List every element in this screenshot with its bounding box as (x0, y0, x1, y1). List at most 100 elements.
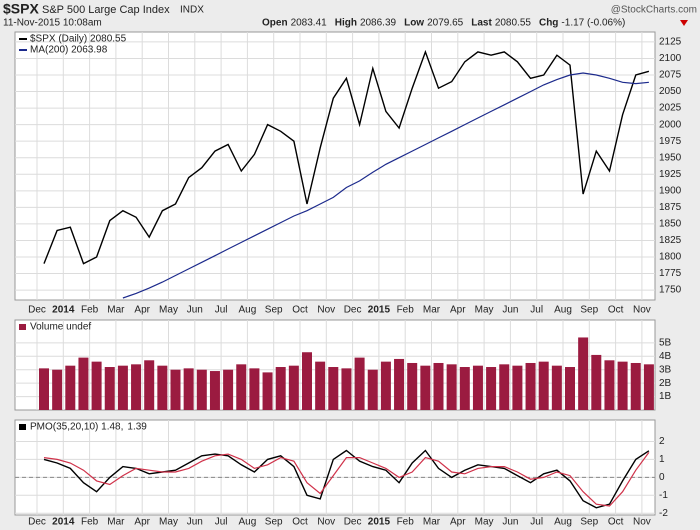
line-series (43, 449, 650, 509)
x-tick-label: Jul (530, 517, 543, 528)
y-tick-label: 2050 (659, 86, 682, 97)
x-tick-label: Feb (397, 517, 415, 528)
volume-bar (499, 364, 510, 410)
x-tick-label: Mar (107, 305, 125, 316)
volume-bar (630, 362, 641, 410)
volume-bar (433, 362, 444, 410)
volume-bar (288, 365, 299, 410)
volume-bar (617, 361, 628, 410)
x-tick-label: 2014 (52, 305, 75, 316)
x-tick-label: Aug (239, 305, 257, 316)
legend-swatch (19, 424, 26, 430)
legend-label: Volume undef (30, 322, 91, 333)
quote-label: High (335, 18, 357, 29)
y-tick-label: 0 (659, 472, 665, 483)
volume-bar (394, 358, 405, 410)
x-tick-label: May (159, 517, 178, 528)
down-arrow (680, 20, 688, 26)
volume-bar (39, 368, 49, 410)
volume-bar (78, 357, 89, 410)
volume-bar (262, 372, 273, 410)
panel (14, 31, 656, 301)
x-tick-label: Apr (134, 305, 150, 316)
volume-bar (117, 365, 128, 410)
panel (14, 419, 656, 516)
quote-label: Chg (539, 18, 558, 29)
y-tick-label: -2 (659, 508, 668, 519)
volume-bar (604, 360, 615, 410)
volume-bar (354, 357, 365, 410)
x-tick-label: Jun (502, 305, 518, 316)
quote-label: Last (471, 18, 492, 29)
y-tick-label: 1800 (659, 252, 682, 263)
x-tick-label: Nov (633, 305, 651, 316)
y-tick-label: 1975 (659, 136, 682, 147)
y-tick-label: 1900 (659, 185, 682, 196)
x-tick-label: Apr (134, 517, 150, 528)
x-tick-label: Jun (187, 305, 203, 316)
legend-label: MA(200) 2063.98 (30, 45, 108, 56)
y-tick-label: 1775 (659, 268, 682, 279)
x-tick-label: Feb (81, 305, 99, 316)
x-tick-label: Mar (423, 305, 441, 316)
volume-bar (565, 367, 575, 410)
volume-bar (104, 367, 115, 410)
legend-label: 1.39 (127, 422, 147, 433)
x-tick-label: Jul (530, 305, 543, 316)
volume-bar (446, 364, 457, 410)
x-tick-label: Feb (397, 305, 415, 316)
x-tick-label: May (475, 305, 494, 316)
y-tick-label: -1 (659, 490, 668, 501)
volume-bar (183, 368, 194, 410)
volume-bar (459, 367, 470, 410)
x-tick-label: Nov (317, 517, 335, 528)
legend-label: $SPX (Daily) 2080.55 (30, 34, 127, 45)
x-tick-label: Oct (292, 305, 308, 316)
line-series (43, 452, 650, 507)
volume-bar (591, 354, 602, 410)
x-tick-label: Mar (423, 517, 441, 528)
date: 11-Nov-2015 10:08am (3, 18, 102, 29)
line-series (122, 72, 649, 299)
y-tick-label: 5B (659, 337, 672, 348)
x-tick-label: Aug (239, 517, 257, 528)
volume-bar (380, 361, 391, 410)
volume-bar (65, 365, 76, 410)
volume-bar (223, 369, 234, 410)
volume-bar (249, 368, 260, 410)
volume-bar (538, 361, 549, 410)
quote-label: Low (404, 18, 424, 29)
volume-bar (472, 365, 483, 410)
y-tick-label: 1875 (659, 202, 682, 213)
volume-bar (407, 362, 418, 410)
y-tick-label: 3B (659, 364, 672, 375)
y-tick-label: 1950 (659, 152, 682, 163)
volume-bar (144, 360, 155, 410)
x-tick-label: Mar (107, 517, 125, 528)
volume-bar (157, 365, 168, 410)
x-tick-label: Oct (608, 305, 624, 316)
x-tick-label: Sep (580, 517, 598, 528)
quote-value: 2086.39 (360, 18, 397, 29)
x-tick-label: Sep (265, 517, 283, 528)
volume-bar (525, 362, 536, 410)
volume-bar (643, 364, 654, 410)
x-tick-label: May (159, 305, 178, 316)
volume-bar (302, 352, 312, 410)
volume-bar (275, 367, 286, 410)
volume-bar (52, 369, 63, 410)
volume-bar (341, 368, 352, 410)
line-series (43, 49, 650, 265)
legend-label: PMO(35,20,10) 1.48, (30, 422, 123, 433)
x-tick-label: Jun (502, 517, 518, 528)
x-tick-label: Dec (344, 517, 362, 528)
volume-bar (578, 337, 589, 410)
quote-value: -1.17 (-0.06%) (561, 18, 625, 29)
y-tick-label: 1850 (659, 219, 682, 230)
quote-label: Open (262, 18, 288, 29)
x-tick-label: Apr (450, 517, 466, 528)
y-tick-label: 1825 (659, 235, 682, 246)
y-tick-label: 2100 (659, 53, 682, 64)
x-tick-label: Aug (554, 305, 572, 316)
volume-bar (196, 369, 207, 410)
